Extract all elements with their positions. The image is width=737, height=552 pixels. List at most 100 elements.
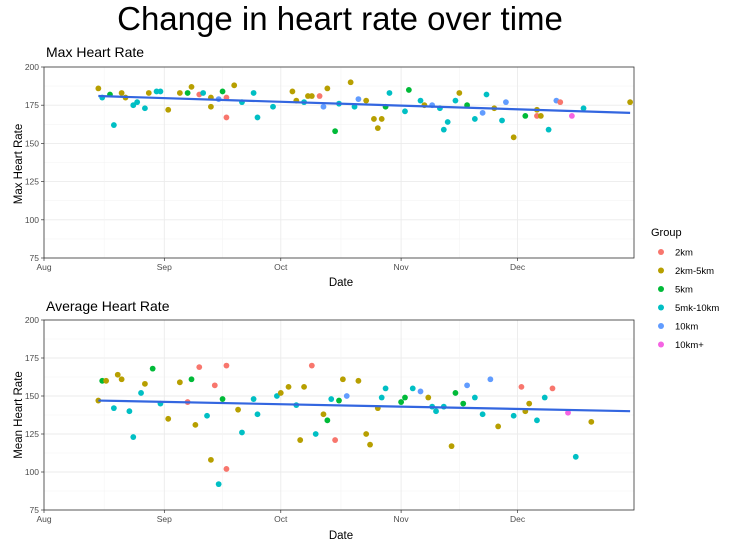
grid [43,66,634,259]
data-point [549,385,556,392]
data-point [572,453,579,460]
trend-line [98,94,631,114]
data-point [371,116,377,122]
data-point [316,93,323,99]
data-point [339,376,346,383]
data-point [110,122,117,128]
chart-main-title: Change in heart rate over time [117,0,563,37]
x-tick-label: Nov [394,514,410,524]
data-point [192,421,199,428]
data-point [522,112,529,119]
data-point [363,431,370,437]
data-point [235,406,241,413]
y-tick-label: 100 [25,467,39,477]
data-point [378,116,385,122]
data-point [545,126,552,133]
data-point [312,431,319,437]
data-point [134,99,141,106]
data-point [324,85,331,92]
data-point [157,88,164,95]
average-heart-rate-panel: Average Heart Rate Date Mean Heart Rate … [13,298,635,542]
data-point [332,128,339,135]
data-point [471,394,478,401]
legend-swatch [658,249,664,255]
data-point [534,417,540,424]
data-point [479,109,486,116]
data-point [138,390,144,396]
data-point [184,90,191,96]
y-tick-label: 150 [25,391,39,401]
data-point [332,437,339,443]
data-point [110,405,117,412]
data-point [219,396,226,402]
legend-title: Group [651,227,682,239]
x-tick-label: Aug [36,262,51,272]
legend-label: 10km+ [675,340,704,351]
y-tick-label: 175 [25,100,39,110]
x-tick-label: Oct [274,262,288,272]
x-tick-label: Sep [157,514,172,524]
data-point [518,383,525,390]
x-tick-label: Dec [510,262,526,272]
average-x-axis-title: Date [329,530,353,542]
data-point [239,429,245,436]
data-point [363,97,370,104]
panel-border [43,319,635,511]
data-points [95,79,634,141]
data-point [165,106,172,113]
data-point [231,82,238,89]
data-point [510,134,517,141]
data-point [417,388,424,395]
data-point [627,99,634,106]
data-point [219,88,226,95]
legend-label: 5km [675,285,693,296]
data-point [378,394,385,401]
data-point [541,394,548,401]
legend-label: 10km [675,322,698,333]
y-tick-label: 125 [25,177,39,187]
legend-label: 2km [675,248,693,259]
data-point [126,408,133,415]
data-point [149,365,156,372]
data-point [351,103,358,110]
legend-swatch [658,267,664,274]
data-point [405,87,412,93]
y-tick-label: 200 [25,315,39,325]
data-point [196,364,203,371]
data-point [483,91,490,98]
data-point [386,90,393,96]
data-point [336,397,342,404]
legend-swatch [658,286,664,292]
data-point [382,385,389,392]
x-tick-label: Dec [510,514,526,524]
x-tick-label: Aug [36,514,51,524]
data-point [208,103,214,110]
legend-label: 5mk-10km [675,303,719,314]
data-point [188,83,195,90]
data-point [568,112,575,119]
y-tick-label: 200 [25,62,39,72]
grid [43,319,634,511]
data-point [176,379,183,386]
data-point [487,376,494,383]
y-tick-label: 75 [30,505,40,515]
data-point [456,90,463,96]
data-point [557,99,564,106]
data-point [580,105,587,112]
data-point [402,108,408,115]
data-point [254,114,261,121]
data-point [588,418,595,425]
average-y-axis-title: Mean Heart Rate [13,371,25,459]
max-heart-rate-panel: Max Heart Rate Date Max Heart Rate 75 100… [13,44,635,289]
data-point [277,390,284,396]
legend-swatch [658,323,664,329]
data-point [270,103,276,110]
data-point [95,85,102,92]
data-points [95,362,595,488]
legend-label: 2km-5km [675,266,714,277]
data-point [200,90,207,96]
data-point [479,411,486,418]
data-point [374,125,381,132]
data-point [301,383,307,390]
data-point [417,97,424,104]
